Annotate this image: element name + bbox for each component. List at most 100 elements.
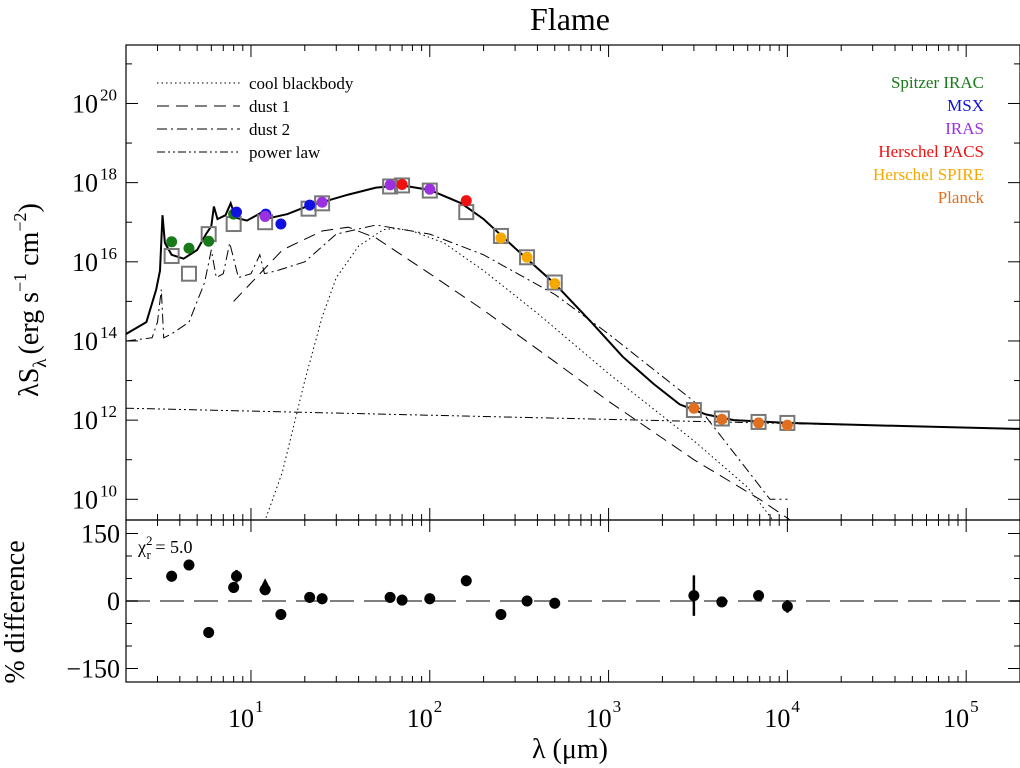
residual-point <box>495 609 507 620</box>
model-legend: cool blackbody dust 1 dust 2 power law <box>157 74 354 162</box>
residual-point <box>521 595 533 607</box>
x-tick-label: 10 <box>407 704 433 733</box>
sed-y-axis-label: λSλ(erg s−1 cm−2) <box>10 203 51 397</box>
instrument-legend: Spitzer IRAC MSX IRAS Herschel PACS Herschel… <box>873 73 984 207</box>
y-tick-label: 10 <box>72 327 98 356</box>
chart-title: Flame <box>530 1 610 37</box>
y-tick-label: 10 <box>72 169 98 198</box>
instrument-label: Spitzer IRAC <box>891 73 984 92</box>
residual-panel: 150 0 −150 χ2 r = 5.0 % difference <box>0 519 1020 684</box>
residual-point <box>396 594 408 606</box>
observed-point <box>716 413 728 425</box>
observed-point <box>688 402 700 414</box>
observed-point <box>396 178 408 190</box>
model-point <box>519 249 536 266</box>
residual-y-axis-label: % difference <box>0 540 31 683</box>
residual-point <box>384 591 396 603</box>
observed-point <box>166 236 178 248</box>
residual-point <box>183 559 195 571</box>
model-point <box>180 265 197 282</box>
residual-y-tick-label: −150 <box>66 655 120 684</box>
residual-point <box>228 582 240 593</box>
legend-label: dust 2 <box>249 120 290 139</box>
model-point <box>421 182 438 199</box>
x-tick-exponent: 5 <box>970 697 979 716</box>
legend-label: dust 1 <box>249 97 290 116</box>
observed-point <box>549 278 561 290</box>
residual-point <box>460 575 472 587</box>
power-law-curve <box>126 407 1020 430</box>
y-tick-exponent: 16 <box>100 244 117 263</box>
x-tick-exponent: 3 <box>613 697 622 716</box>
residual-point <box>716 596 728 608</box>
x-tick-exponent: 2 <box>434 697 443 716</box>
y-tick-label: 10 <box>72 485 98 514</box>
residual-point <box>424 593 436 605</box>
instrument-label: Planck <box>938 188 985 207</box>
residual-axis-ticks: 150 0 −150 <box>66 520 1020 684</box>
observed-point <box>424 183 436 195</box>
x-tick-exponent: 4 <box>791 697 800 716</box>
reduced-chi-square-label: χ2 r = 5.0 <box>137 533 193 562</box>
x-tick-label: 10 <box>943 704 969 733</box>
instrument-label: Herschel SPIRE <box>873 165 984 184</box>
residual-triangle <box>259 578 272 591</box>
observed-point <box>460 195 472 207</box>
residual-point <box>166 570 178 582</box>
residual-point <box>549 597 561 609</box>
dust2-curve <box>126 224 788 500</box>
observed-point <box>203 235 215 247</box>
observed-point <box>316 196 328 208</box>
instrument-label: IRAS <box>945 119 984 138</box>
legend-label: power law <box>249 143 321 162</box>
residual-point <box>316 593 328 605</box>
observed-point <box>521 251 533 263</box>
x-tick-label: 10 <box>586 704 612 733</box>
model-point <box>713 410 730 427</box>
sed-axis-ticks <box>125 45 1020 520</box>
residual-y-tick-label: 150 <box>81 520 120 549</box>
x-axis-label: λ (μm) <box>532 734 608 765</box>
residual-y-tick-label: 0 <box>107 587 120 616</box>
x-tick-exponent: 1 <box>255 697 264 716</box>
observed-points <box>166 178 793 431</box>
observed-point <box>384 179 396 191</box>
y-tick-exponent: 20 <box>100 85 117 104</box>
model-curves <box>126 184 1020 520</box>
cool-blackbody-curve <box>264 227 774 520</box>
observed-point <box>753 417 765 429</box>
residual-point <box>753 590 765 602</box>
residual-points <box>166 559 793 638</box>
observed-point <box>259 210 271 222</box>
model-point <box>546 274 563 291</box>
observed-point <box>304 199 316 211</box>
model-point <box>314 195 331 212</box>
y-tick-exponent: 14 <box>100 323 118 342</box>
observed-point <box>231 206 243 218</box>
residual-point <box>231 570 243 582</box>
y-tick-label: 10 <box>72 248 98 277</box>
observed-point <box>183 242 195 254</box>
legend-label: cool blackbody <box>249 74 354 93</box>
instrument-label: MSX <box>947 96 984 115</box>
x-tick-label: 10 <box>228 704 254 733</box>
observed-point <box>781 419 793 431</box>
instrument-label: Herschel PACS <box>878 142 984 161</box>
sed-plot-frame <box>125 44 1020 521</box>
observed-point <box>275 218 287 230</box>
residual-point <box>275 609 287 620</box>
y-tick-exponent: 10 <box>100 481 117 500</box>
residual-point <box>203 627 215 638</box>
residual-point <box>781 600 793 612</box>
dust1-curve <box>233 226 792 520</box>
y-tick-exponent: 18 <box>100 165 117 184</box>
y-tick-label: 10 <box>72 89 98 118</box>
model-point <box>750 413 767 430</box>
model-point <box>163 248 180 265</box>
residual-point <box>304 591 316 603</box>
y-tick-exponent: 12 <box>100 402 117 421</box>
x-tick-label: 10 <box>764 704 790 733</box>
